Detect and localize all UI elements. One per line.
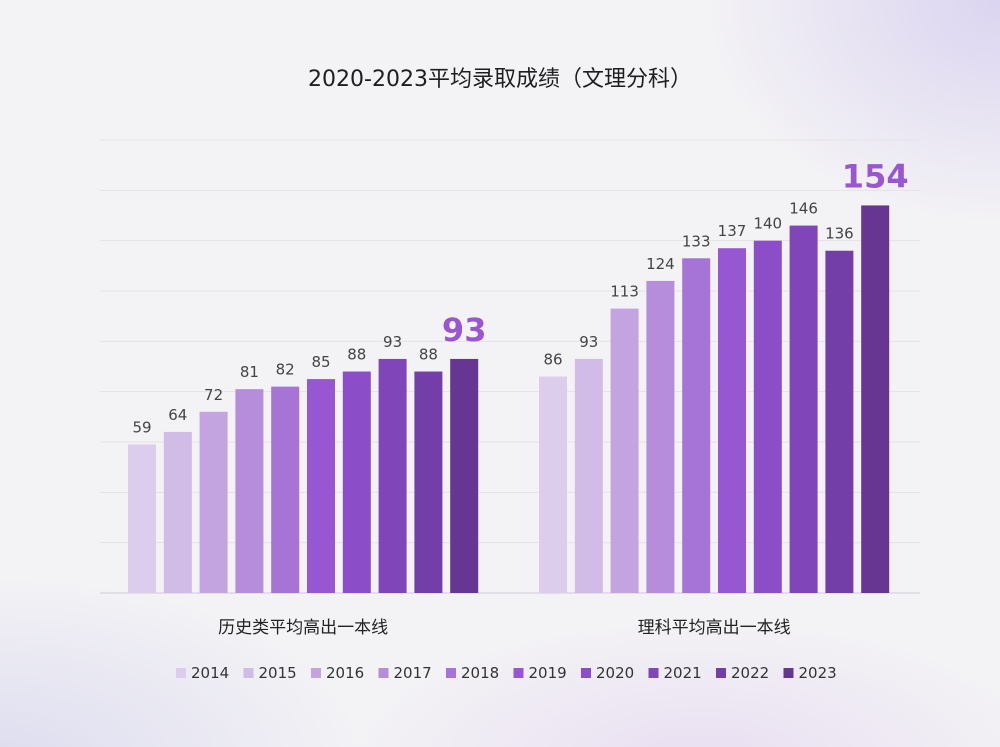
legend-label: 2020: [596, 664, 634, 682]
bar-2016-group-1: [199, 411, 228, 593]
legend-swatch: [648, 668, 659, 678]
value-label: 86: [543, 351, 562, 369]
category-label: 理科平均高出一本线: [638, 618, 791, 638]
value-label: 88: [419, 346, 438, 364]
value-label: 59: [132, 419, 151, 437]
bar-2019-group-1: [307, 379, 335, 593]
value-label: 136: [825, 225, 854, 243]
legend-label: 2017: [394, 664, 432, 682]
legend-label: 2018: [461, 664, 499, 682]
bar-2014-group-2: [539, 376, 567, 593]
value-label: 93: [383, 333, 402, 351]
legend-label: 2021: [664, 664, 702, 682]
legend-swatch: [243, 668, 254, 678]
bar-2020-group-1: [342, 371, 371, 593]
legend-item-2020: 2020: [581, 664, 634, 682]
bar-2015-group-2: [574, 358, 603, 593]
category-label: 历史类平均高出一本线: [218, 618, 388, 638]
value-label: 72: [204, 386, 223, 404]
legend-swatch: [311, 668, 321, 678]
bar-2016-group-2: [610, 308, 639, 593]
bar-2018-group-1: [271, 386, 300, 593]
legend-item-2015: 2015: [243, 664, 297, 682]
category-labels: 历史类平均高出一本线 理科平均高出一本线: [218, 618, 791, 638]
value-label: 88: [347, 346, 366, 364]
legend: 2014 2015 2016 2017 2018 2019 2020 2021 2022 2023: [176, 664, 837, 682]
legend-item-2014: 2014: [176, 664, 229, 682]
legend-label: 2019: [529, 664, 567, 682]
bars: [128, 205, 890, 594]
bar-2014-group-1: [128, 444, 156, 593]
value-label: 113: [610, 283, 639, 301]
value-label: 124: [646, 255, 675, 273]
bar-2021-group-2: [789, 225, 818, 594]
legend-label: 2022: [731, 664, 769, 682]
value-label: 85: [311, 353, 330, 371]
legend-item-2022: 2022: [716, 664, 769, 682]
bar-2023-group-2: [861, 205, 890, 593]
value-label: 140: [753, 215, 782, 233]
value-label: 133: [682, 232, 711, 250]
value-label: 82: [276, 361, 295, 379]
legend-item-2021: 2021: [648, 664, 702, 682]
chart-title: 2020-2023平均录取成绩（文理分科）: [308, 67, 692, 92]
value-label: 137: [718, 222, 747, 240]
legend-item-2023: 2023: [783, 664, 837, 682]
highlight-value-label: 93: [442, 311, 487, 349]
bar-2021-group-1: [378, 358, 407, 593]
legend-label: 2014: [191, 664, 229, 682]
value-label: 93: [579, 333, 598, 351]
bar-2023-group-1: [450, 358, 479, 593]
legend-label: 2016: [326, 664, 364, 682]
bar-2018-group-2: [682, 258, 711, 593]
legend-item-2019: 2019: [513, 664, 567, 682]
legend-swatch: [513, 668, 524, 678]
bar-2020-group-2: [753, 240, 782, 593]
legend-swatch: [378, 668, 389, 678]
legend-item-2018: 2018: [446, 664, 499, 682]
legend-swatch: [716, 668, 726, 678]
legend-swatch: [176, 668, 186, 678]
value-label: 81: [240, 363, 259, 381]
value-label: 64: [168, 406, 187, 424]
legend-swatch: [783, 668, 794, 678]
legend-swatch: [581, 668, 591, 678]
legend-item-2017: 2017: [378, 664, 432, 682]
legend-swatch: [446, 668, 456, 678]
legend-label: 2015: [259, 664, 297, 682]
legend-item-2016: 2016: [311, 664, 364, 682]
value-label: 146: [789, 200, 818, 218]
legend-label: 2023: [799, 664, 837, 682]
bar-2022-group-1: [414, 371, 443, 593]
bar-2017-group-2: [646, 280, 675, 593]
highlight-value-label: 154: [842, 157, 909, 195]
bar-2015-group-1: [163, 431, 192, 593]
bar-2017-group-1: [235, 389, 264, 593]
bar-2019-group-2: [718, 248, 746, 593]
bar-2022-group-2: [825, 250, 854, 593]
